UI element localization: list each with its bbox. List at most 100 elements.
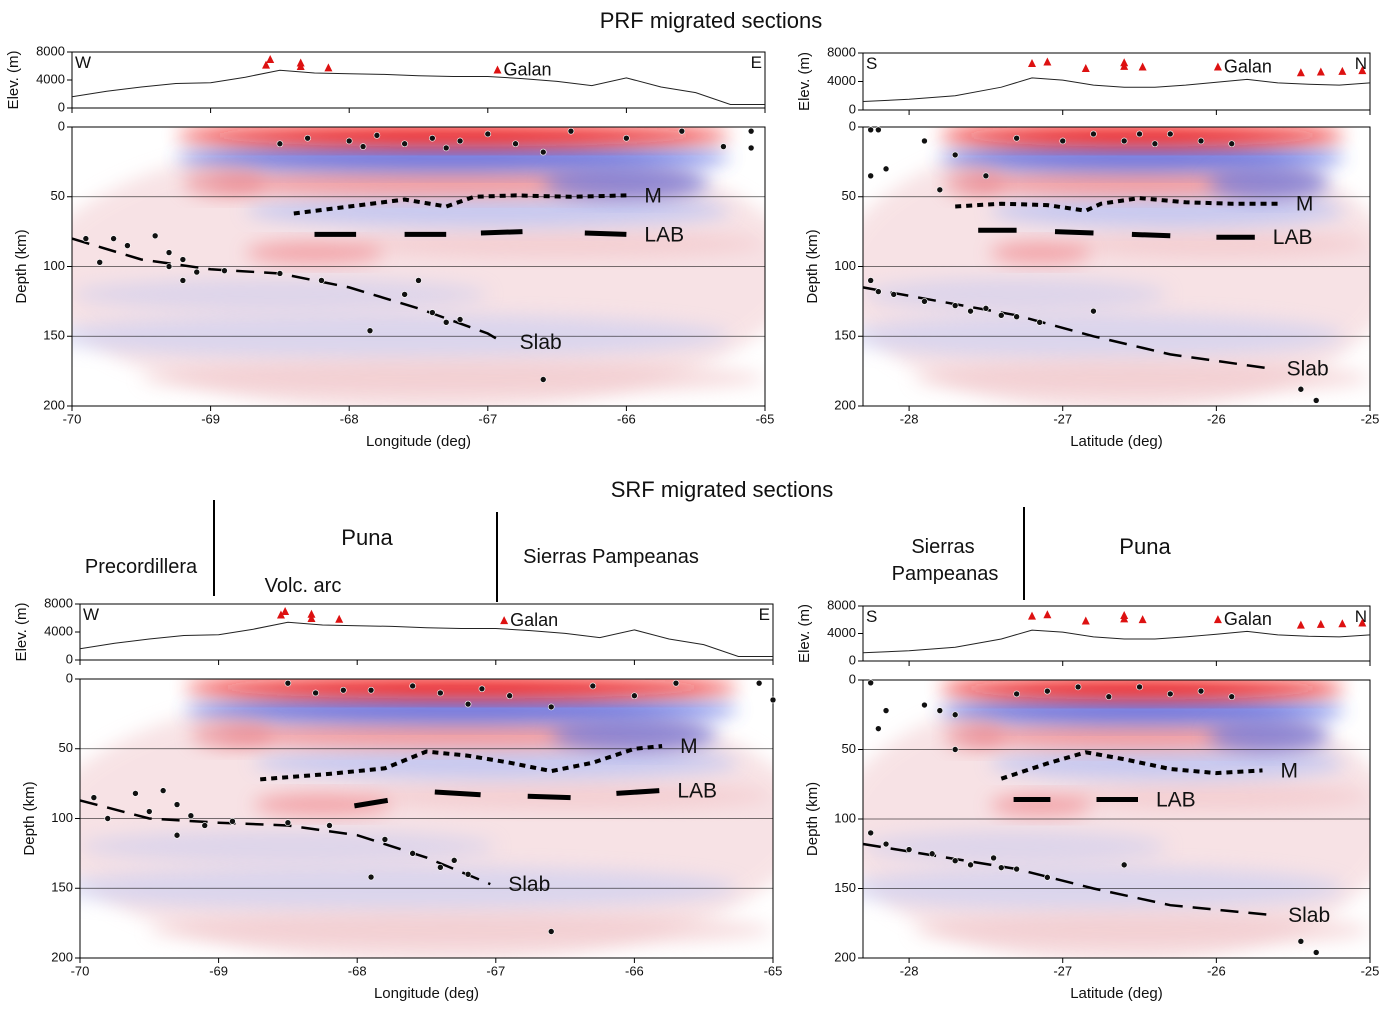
end-label: W [75, 53, 91, 72]
earthquake [409, 682, 416, 690]
image-texture [1065, 782, 1370, 811]
earthquake [1013, 313, 1020, 321]
earthquake [1074, 683, 1082, 691]
x-tick-label: -26 [1207, 963, 1226, 978]
earthquake [1197, 137, 1205, 145]
topography [71, 69, 765, 105]
earthquake [284, 819, 292, 826]
image-texture [913, 913, 1370, 947]
earthquake [1105, 693, 1113, 700]
y-tick-label: 4000 [827, 73, 856, 88]
earthquake [179, 277, 187, 284]
volcano [276, 610, 285, 619]
interpreted-line [71, 237, 503, 343]
line-label: LAB [677, 780, 717, 803]
image-texture [175, 143, 731, 172]
volcano [500, 616, 509, 625]
interpreted-line [978, 227, 1255, 240]
image-texture [939, 696, 1345, 725]
migrated-image [863, 680, 1370, 958]
y-axis-label: Depth (km) [21, 781, 38, 855]
earthquake [997, 312, 1005, 319]
earthquake [882, 165, 890, 173]
earthquake [442, 144, 450, 152]
earthquake [982, 172, 990, 180]
y-tick-label: 50 [842, 741, 856, 756]
y-tick-label: 200 [834, 397, 856, 412]
y-tick-label: 8000 [44, 595, 73, 610]
earthquake [304, 134, 311, 142]
earthquake [401, 140, 408, 148]
image-texture [245, 193, 731, 228]
region-label: Precordillera [85, 556, 198, 578]
earthquake [401, 291, 408, 298]
earthquake [366, 327, 374, 334]
end-label: W [83, 605, 99, 624]
y-tick-label: 100 [834, 258, 856, 273]
earthquake [276, 270, 284, 277]
region-label: Puna [341, 525, 393, 550]
image-texture [80, 829, 496, 864]
earthquake [159, 787, 167, 794]
panel-frame [79, 603, 774, 661]
image-texture [149, 913, 773, 947]
y-tick-label: 8000 [827, 44, 856, 59]
earthquake [867, 679, 874, 687]
x-tick-label: -66 [617, 411, 636, 426]
image-texture [863, 277, 1168, 312]
panel-frame [862, 605, 1371, 662]
line-label: Slab [520, 331, 562, 354]
earthquake [1136, 130, 1143, 138]
earthquake [921, 137, 928, 145]
region-label: Puna [1119, 534, 1171, 559]
earthquake [1120, 861, 1128, 869]
earthquake [409, 850, 416, 857]
y-tick-label: 50 [842, 188, 856, 203]
x-tick-label: -67 [486, 963, 505, 978]
earthquake [1013, 865, 1020, 873]
earthquake [450, 857, 458, 864]
line-label: Slab [508, 873, 550, 896]
earthquake [875, 288, 882, 295]
x-tick-label: -65 [764, 963, 783, 978]
y-tick-label: 100 [834, 810, 856, 825]
earthquake [437, 689, 444, 697]
x-tick-label: -66 [625, 963, 644, 978]
earthquake [165, 249, 173, 256]
volcano [262, 60, 271, 69]
earthquake [890, 291, 898, 298]
topography [862, 629, 1371, 654]
earthquake [367, 873, 375, 881]
earthquake [867, 277, 874, 284]
volcano [307, 614, 316, 622]
y-tick-label: 8000 [827, 597, 856, 612]
line-label: LAB [1273, 226, 1313, 249]
y-tick-label: 0 [66, 670, 73, 685]
volcano [307, 609, 316, 618]
earthquake [146, 808, 153, 815]
panel-frame [71, 51, 766, 109]
earthquake [82, 235, 90, 242]
earthquake [1013, 134, 1020, 142]
volcano [1138, 62, 1147, 71]
x-tick-label: -70 [71, 963, 90, 978]
earthquake [1044, 874, 1051, 881]
earthquake [124, 242, 131, 249]
region-label: Sierras [911, 536, 974, 558]
volcano [493, 65, 502, 74]
volcano [266, 55, 275, 63]
line-label: LAB [644, 223, 684, 246]
region-label: Sierras Pampeanas [523, 546, 699, 568]
end-label: E [751, 53, 762, 72]
section-title: SRF migrated sections [611, 477, 834, 502]
image-texture [1207, 718, 1330, 753]
earthquake [875, 126, 882, 134]
earthquake [373, 132, 381, 139]
topography [862, 77, 1371, 102]
x-tick-label: -28 [900, 411, 919, 426]
earthquake [464, 700, 472, 708]
earthquake [1036, 318, 1043, 326]
y-tick-label: 0 [849, 671, 856, 686]
y-axis-label: Elev. (m) [796, 52, 813, 111]
topography [79, 621, 773, 657]
